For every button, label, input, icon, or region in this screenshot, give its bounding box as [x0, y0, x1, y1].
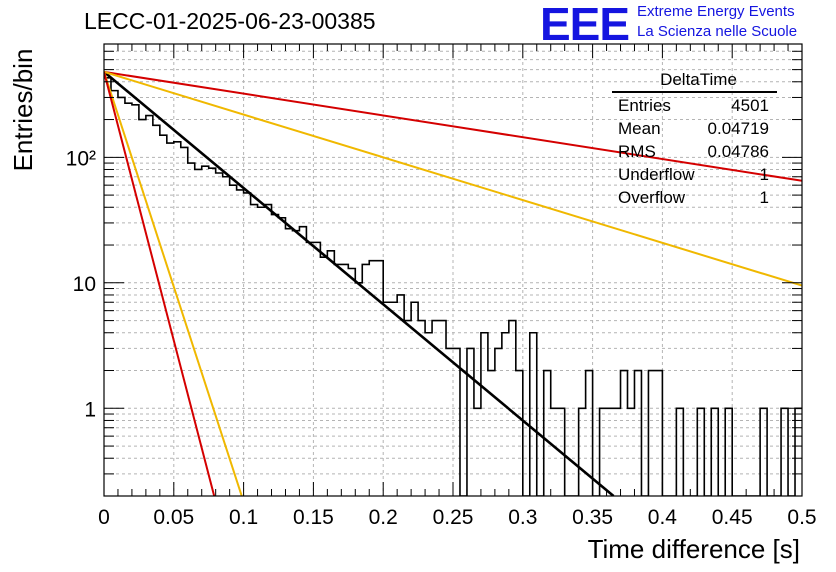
fit-line-2	[104, 70, 802, 287]
stats-title: DeltaTime	[660, 70, 737, 89]
stats-label: Mean	[618, 119, 661, 138]
stats-value: 0.04719	[707, 119, 769, 138]
x-tick-label: 0.5	[787, 506, 816, 529]
y-axis-label: Entries/bin	[8, 48, 38, 172]
y-tick-labels: 1 10 10²	[66, 147, 96, 421]
x-axis-label: Time difference [s]	[587, 534, 800, 564]
x-tick-labels: 0 0.05 0.1 0.15 0.2 0.25 0.3 0.35 0.4 0.45 0.5	[98, 506, 816, 529]
x-tick-label: 0.4	[648, 506, 678, 529]
x-tick-label: 0.2	[369, 506, 398, 529]
stats-label: RMS	[618, 142, 656, 161]
fit-line-4	[104, 71, 216, 496]
fit-line-3	[104, 71, 243, 496]
logo-line-1: Extreme Energy Events	[637, 3, 795, 20]
histogram-bars	[104, 77, 802, 496]
axis-ticks	[103, 43, 803, 497]
stats-row-mean: Mean 0.04719	[612, 117, 777, 140]
stats-label: Underflow	[618, 165, 695, 184]
x-tick-label: 0	[98, 506, 110, 529]
x-tick-label: 0.45	[712, 506, 753, 529]
eee-logo: EEE	[540, 0, 630, 50]
stats-row-overflow: Overflow 1	[612, 186, 777, 209]
stats-value: 1	[759, 165, 769, 184]
stats-label: Entries	[618, 96, 671, 115]
fit-line-0	[104, 70, 615, 496]
stats-value: 4501	[731, 96, 769, 115]
stats-rule	[612, 91, 777, 93]
x-tick-label: 0.05	[153, 506, 194, 529]
stats-box: DeltaTime Entries 4501 Mean 0.04719 RMS 0.0…	[612, 70, 777, 209]
y-tick-label: 1	[84, 398, 96, 421]
stats-row-rms: RMS 0.04786	[612, 140, 777, 163]
x-tick-label: 0.15	[293, 506, 334, 529]
stats-value: 1	[759, 188, 769, 207]
chart-title: LECC-01-2025-06-23-00385	[84, 8, 376, 34]
stats-row-underflow: Underflow 1	[612, 163, 777, 186]
stats-label: Overflow	[618, 188, 686, 207]
stats-value: 0.04786	[707, 142, 769, 161]
x-tick-label: 0.3	[508, 506, 537, 529]
fit-lines	[104, 70, 802, 496]
y-tick-label: 10	[73, 273, 96, 296]
fit-line-1	[104, 70, 802, 182]
x-tick-label: 0.35	[572, 506, 613, 529]
x-tick-label: 0.1	[229, 506, 258, 529]
x-tick-label: 0.25	[433, 506, 474, 529]
y-tick-label: 10²	[66, 147, 96, 170]
logo-line-2: La Scienza nelle Scuole	[637, 23, 798, 40]
histogram-outline	[104, 77, 802, 496]
stats-row-entries: Entries 4501	[612, 94, 777, 117]
